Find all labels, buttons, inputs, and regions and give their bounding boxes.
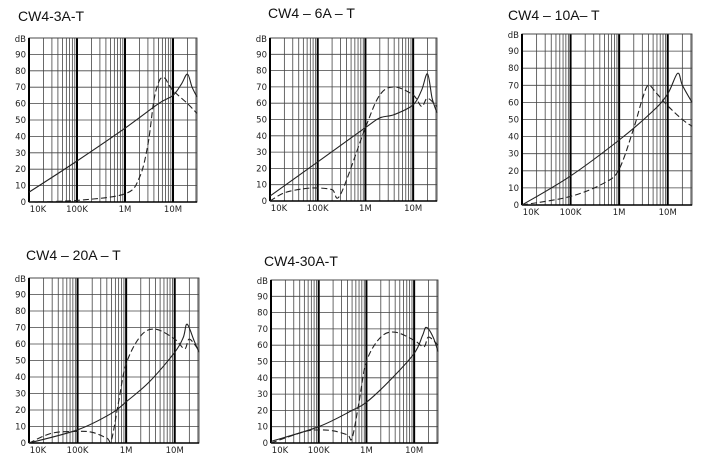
y-tick-label: 80 [508,64,519,74]
y-tick-label: 80 [256,67,267,77]
chart-title: CW4 – 20A – T [26,247,121,263]
x-tick-label: 100K [560,208,582,218]
x-tick-label: 100K [307,204,329,214]
y-tick-label: 50 [15,116,26,126]
chart-2: 0 10 20 30 40 50 60 70 80 90 dB 10K 100K 1M 10M [256,35,438,214]
y-tick-label: 60 [256,99,267,109]
series-dashed-line [521,84,693,206]
x-tick-label: 1M [119,205,132,215]
y-tick-label: 10 [256,181,267,191]
y-tick-label: 90 [15,291,26,301]
series-dashed-line [270,331,439,444]
y-axis-label: dB [256,35,267,45]
x-tick-label: 10K [30,205,47,215]
y-tick-label: 20 [257,406,268,416]
y-tick-label: 90 [257,292,268,302]
y-tick-label: 40 [257,374,268,384]
y-tick-label: 0 [263,439,268,449]
y-tick-label: 90 [256,50,267,60]
series-dashed-line [28,76,198,203]
chart-4: 0 10 20 30 40 50 60 70 80 90 dB 10K 100K 1M 10M [15,275,200,456]
x-tick-label: 10K [30,446,47,456]
y-axis-label: dB [508,31,519,41]
y-tick-label: 80 [15,307,26,317]
x-tick-label: 10M [659,208,677,218]
y-tick-label: 0 [514,201,519,211]
x-tick-label: 1M [120,446,133,456]
y-tick-label: 0 [21,198,26,208]
x-tick-label: 100K [67,446,89,456]
y-tick-label: 20 [15,165,26,175]
chart-3: 0 10 20 30 40 50 60 70 80 90 dB 10K 100K 1M 10M [508,31,693,218]
y-tick-label: 90 [508,47,519,57]
y-tick-label: 40 [256,132,267,142]
series-solid-line [270,326,439,442]
y-tick-label: 80 [257,309,268,319]
y-tick-label: 20 [256,164,267,174]
x-tick-label: 1M [613,208,626,218]
y-axis-label: dB [257,277,268,287]
x-tick-label: 10K [271,204,288,214]
y-tick-label: 50 [256,116,267,126]
x-tick-label: 10M [164,205,182,215]
y-tick-label: 20 [508,167,519,177]
x-tick-label: 1M [359,204,372,214]
chart-title: CW4-30A-T [264,253,338,269]
chart-1: 0 10 20 30 40 50 60 70 80 90 dB 10K 100K 1M 10M [15,35,198,215]
y-tick-label: 60 [257,341,268,351]
y-tick-label: 50 [257,358,268,368]
y-tick-label: 60 [508,98,519,108]
series-solid-line [269,73,438,197]
series-solid-line [28,73,198,193]
y-tick-label: 20 [15,406,26,416]
y-tick-label: 80 [15,67,26,77]
x-tick-label: 10M [404,204,422,214]
x-tick-label: 10K [523,208,540,218]
x-tick-label: 100K [66,205,88,215]
y-tick-label: 30 [508,150,519,160]
y-tick-label: 0 [21,439,26,449]
y-tick-label: 70 [15,324,26,334]
chart-5: 0 10 20 30 40 50 60 70 80 90 dB 10K 100K 1M 10M [257,277,439,456]
y-tick-label: 0 [262,197,267,207]
y-tick-label: 10 [15,182,26,192]
y-tick-label: 30 [15,149,26,159]
y-tick-label: 30 [257,390,268,400]
y-tick-label: 70 [256,83,267,93]
x-tick-label: 10M [405,446,423,456]
y-tick-label: 60 [15,100,26,110]
x-tick-label: 10K [272,446,289,456]
y-tick-label: 10 [15,423,26,433]
series-dashed-line [28,328,200,444]
y-tick-label: 10 [508,184,519,194]
y-tick-label: 40 [15,373,26,383]
y-tick-label: 10 [257,423,268,433]
chart-title: CW4 – 10A– T [508,7,600,23]
y-tick-label: 40 [508,133,519,143]
y-tick-label: 50 [15,357,26,367]
series-solid-line [28,323,200,444]
y-tick-label: 70 [15,83,26,93]
chart-title: CW4 – 6A – T [268,5,355,21]
y-tick-label: 90 [15,50,26,60]
series-dashed-line [269,86,438,202]
y-axis-label: dB [15,35,26,45]
y-tick-label: 70 [257,325,268,335]
y-tick-label: 60 [15,340,26,350]
chart-title: CW4-3A-T [18,8,85,24]
series-solid-line [521,72,693,206]
x-tick-label: 10M [166,446,184,456]
y-tick-label: 30 [15,390,26,400]
x-tick-label: 1M [360,446,373,456]
y-tick-label: 50 [508,116,519,126]
y-tick-label: 30 [256,148,267,158]
y-axis-label: dB [15,275,26,285]
y-tick-label: 40 [15,132,26,142]
x-tick-label: 100K [308,446,330,456]
y-tick-label: 70 [508,81,519,91]
